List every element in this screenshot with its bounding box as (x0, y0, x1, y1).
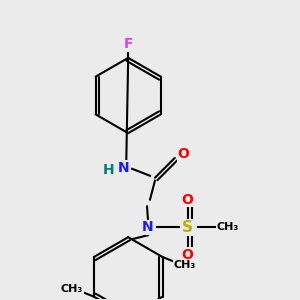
Text: H: H (103, 163, 114, 177)
Text: S: S (182, 220, 193, 235)
Text: O: O (182, 248, 194, 262)
Text: CH₃: CH₃ (216, 222, 238, 232)
Text: F: F (124, 37, 133, 51)
Text: N: N (142, 220, 154, 234)
Text: CH₃: CH₃ (173, 260, 195, 270)
Text: N: N (117, 161, 129, 175)
Text: O: O (178, 147, 190, 161)
Text: CH₃: CH₃ (61, 284, 83, 294)
Text: O: O (182, 193, 194, 206)
